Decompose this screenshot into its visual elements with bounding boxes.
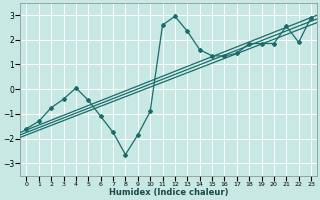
X-axis label: Humidex (Indice chaleur): Humidex (Indice chaleur) bbox=[109, 188, 228, 197]
